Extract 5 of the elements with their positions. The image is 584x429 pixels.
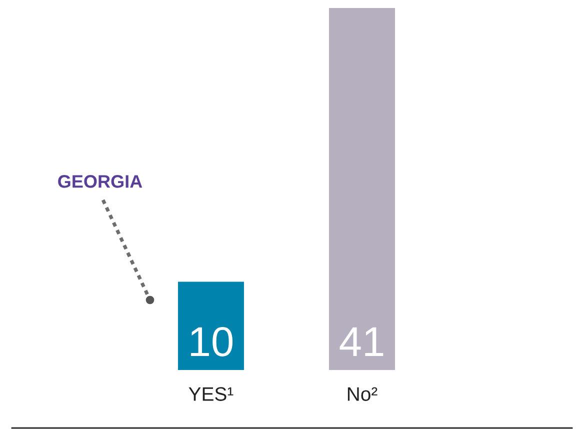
- x-tick-label: No²: [348, 387, 378, 401]
- data-label: 41: [340, 327, 384, 356]
- data-label: 10: [190, 326, 233, 356]
- annotation: GEORGIA: [58, 175, 142, 188]
- x-tick-label: YES¹: [188, 387, 234, 401]
